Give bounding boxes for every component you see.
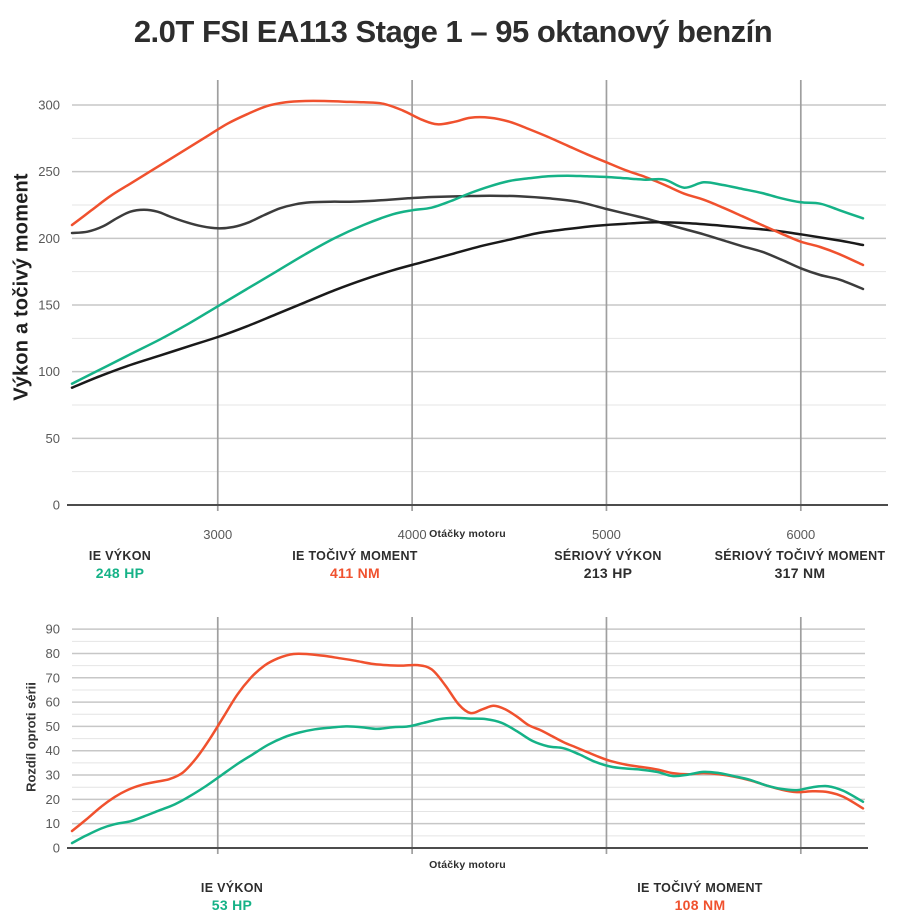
legend-stock-power: SÉRIOVÝ VÝKON 213 HP <box>554 549 661 581</box>
svg-text:20: 20 <box>46 792 60 807</box>
svg-text:3000: 3000 <box>203 527 232 542</box>
difference-chart: 0 10 20 30 40 50 60 70 80 90 Otáčky motoru <box>46 617 868 871</box>
legend-value: 411 NM <box>329 565 381 581</box>
svg-text:Otáčky motoru: Otáčky motoru <box>429 528 506 540</box>
svg-text:250: 250 <box>38 164 60 179</box>
svg-text:Otáčky motoru: Otáčky motoru <box>429 859 506 871</box>
svg-text:80: 80 <box>46 646 60 661</box>
svg-text:0: 0 <box>53 498 60 513</box>
svg-text:90: 90 <box>46 622 60 637</box>
legend-ie-power-gain: IE VÝKON 53 HP <box>201 881 263 913</box>
legend-label: SÉRIOVÝ TOČIVÝ MOMENT <box>714 549 886 563</box>
legend-ie-power: IE VÝKON 248 HP <box>89 549 151 581</box>
svg-text:200: 200 <box>38 231 60 246</box>
power-torque-chart: 0 50 100 150 200 250 300 3000 4000 5000 6000 Otáčky… <box>38 80 888 542</box>
svg-text:100: 100 <box>38 364 60 379</box>
legend-label: IE VÝKON <box>200 881 264 895</box>
legend-ie-torque-gain: IE TOČIVÝ MOMENT 108 NM <box>637 881 762 913</box>
legend-value: 108 NM <box>674 897 726 913</box>
legend-value: 317 NM <box>774 565 826 581</box>
legend-stock-torque: SÉRIOVÝ TOČIVÝ MOMENT 317 NM <box>715 549 886 581</box>
legend-label: IE TOČIVÝ MOMENT <box>292 549 418 563</box>
svg-text:10: 10 <box>46 816 60 831</box>
legend-ie-torque: IE TOČIVÝ MOMENT 411 NM <box>292 549 417 581</box>
svg-text:50: 50 <box>46 719 60 734</box>
svg-text:5000: 5000 <box>592 527 621 542</box>
legend-value: 213 HP <box>583 565 633 581</box>
legend-value: 53 HP <box>211 897 253 913</box>
legend-label: IE TOČIVÝ MOMENT <box>637 881 763 895</box>
legend-label: IE VÝKON <box>88 549 152 563</box>
svg-text:0: 0 <box>53 841 60 856</box>
svg-text:150: 150 <box>38 298 60 313</box>
svg-text:50: 50 <box>46 431 60 446</box>
svg-text:30: 30 <box>46 768 60 783</box>
svg-text:6000: 6000 <box>786 527 815 542</box>
legend-label: SÉRIOVÝ VÝKON <box>554 549 662 563</box>
svg-text:4000: 4000 <box>398 527 427 542</box>
svg-text:300: 300 <box>38 98 60 113</box>
svg-text:60: 60 <box>46 695 60 710</box>
svg-text:40: 40 <box>46 743 60 758</box>
svg-text:70: 70 <box>46 670 60 685</box>
page-title: 2.0T FSI EA113 Stage 1 – 95 oktanový ben… <box>133 14 773 49</box>
legend-value: 248 HP <box>95 565 145 581</box>
